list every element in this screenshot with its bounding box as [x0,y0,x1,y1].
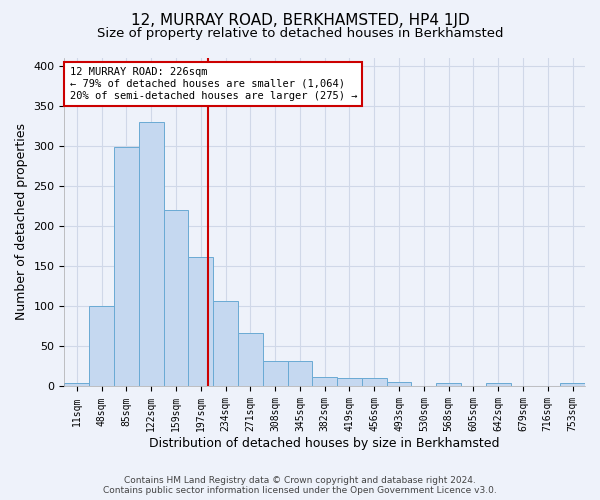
Bar [486,384,511,386]
Bar [313,377,337,386]
Bar [263,361,287,386]
Bar [164,210,188,386]
X-axis label: Distribution of detached houses by size in Berkhamsted: Distribution of detached houses by size … [149,437,500,450]
Y-axis label: Number of detached properties: Number of detached properties [15,124,28,320]
Bar [362,378,386,386]
Bar [238,332,263,386]
Text: 12 MURRAY ROAD: 226sqm
← 79% of detached houses are smaller (1,064)
20% of semi-: 12 MURRAY ROAD: 226sqm ← 79% of detached… [70,68,357,100]
Bar [287,361,313,386]
Bar [139,122,164,386]
Bar [188,258,213,386]
Bar [114,148,139,386]
Bar [386,382,412,386]
Bar [337,378,362,386]
Bar [89,306,114,386]
Text: Size of property relative to detached houses in Berkhamsted: Size of property relative to detached ho… [97,28,503,40]
Bar [560,384,585,386]
Bar [213,300,238,386]
Bar [64,384,89,386]
Text: 12, MURRAY ROAD, BERKHAMSTED, HP4 1JD: 12, MURRAY ROAD, BERKHAMSTED, HP4 1JD [131,12,469,28]
Bar [436,384,461,386]
Text: Contains HM Land Registry data © Crown copyright and database right 2024.
Contai: Contains HM Land Registry data © Crown c… [103,476,497,495]
